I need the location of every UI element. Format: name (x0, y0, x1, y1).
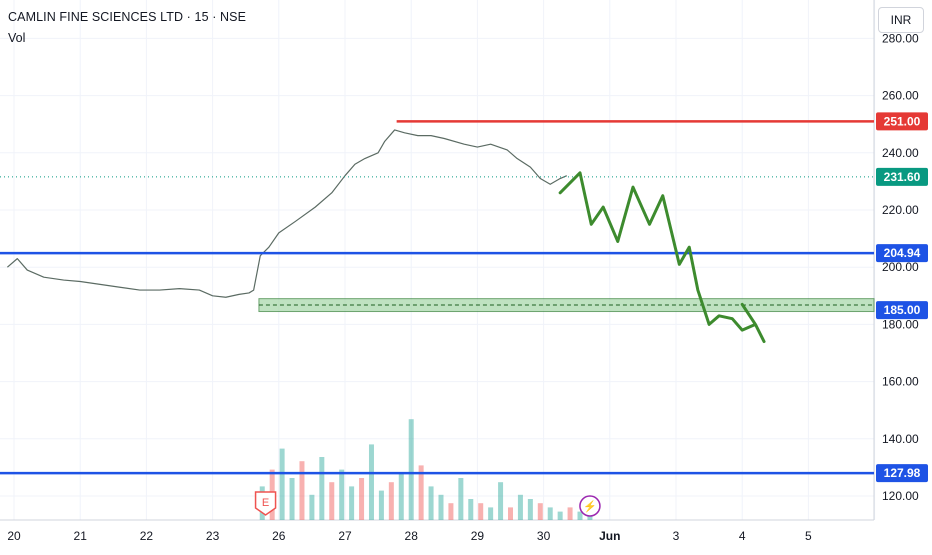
volume-bar (279, 448, 285, 520)
volume-bar (418, 465, 424, 520)
zone-price-label: 185.00 (884, 303, 921, 317)
x-tick-label: 26 (272, 529, 286, 543)
x-tick-label: 29 (471, 529, 485, 543)
x-tick-label: 28 (405, 529, 419, 543)
currency-button[interactable]: INR (878, 7, 924, 33)
projection-arrow (558, 171, 766, 344)
volume-bar (547, 507, 553, 520)
y-tick-label: 120.00 (882, 489, 919, 503)
lower-price-tag (876, 464, 928, 483)
volume-bar (517, 494, 523, 520)
x-tick-label: 20 (7, 529, 21, 543)
volume-bar (557, 511, 563, 520)
volume-bar (398, 473, 404, 520)
dividend-marker-label: ⚡ (583, 500, 597, 513)
volume-bar (349, 486, 355, 520)
current-price-tag (876, 167, 928, 186)
y-tick-label: 180.00 (882, 317, 919, 331)
volume-bar (319, 457, 325, 520)
volume-bar (478, 503, 484, 520)
volume-bar (309, 494, 315, 520)
x-tick-label: 5 (805, 529, 812, 543)
dividend-marker (579, 495, 601, 517)
y-tick-label: 140.00 (882, 432, 919, 446)
y-tick-label: 160.00 (882, 375, 919, 389)
volume-label: Vol (8, 31, 26, 45)
x-tick-label: 4 (739, 529, 746, 543)
x-tick-label: 30 (537, 529, 551, 543)
volume-bar (368, 444, 374, 520)
volume-bar (498, 482, 504, 520)
x-tick-label: 22 (140, 529, 154, 543)
volume-bar (289, 478, 295, 520)
volume-bar (299, 461, 305, 520)
zone-price-tag (876, 301, 928, 320)
earnings-marker-label: E (262, 497, 269, 509)
x-tick-label: 3 (673, 529, 680, 543)
earnings-marker (254, 491, 277, 516)
y-tick-label: 200.00 (882, 260, 919, 274)
volume-bar (537, 503, 543, 520)
x-tick-label: Jun (599, 529, 620, 543)
resistance-price-label: 251.00 (884, 114, 921, 128)
price-series-line (6, 129, 568, 298)
volume-bar (329, 482, 335, 520)
symbol-title: CAMLIN FINE SCIENCES LTD · 15 · NSE (8, 10, 247, 24)
volume-bar (508, 507, 513, 520)
volume-bar (359, 478, 365, 520)
volume-bar (488, 507, 494, 520)
volume-bar (339, 469, 345, 520)
current-price-label: 231.60 (884, 170, 921, 184)
resistance-price-tag (876, 112, 928, 131)
x-tick-label: 27 (338, 529, 352, 543)
y-tick-label: 260.00 (882, 89, 919, 103)
volume-bar (378, 490, 384, 520)
lower-price-label: 127.98 (884, 466, 921, 480)
volume-bar (428, 486, 434, 520)
volume-bar (448, 503, 454, 520)
y-tick-label: 240.00 (882, 146, 919, 160)
volume-bar (458, 478, 464, 520)
volume-bar (468, 499, 474, 520)
y-tick-label: 280.00 (882, 31, 919, 45)
volume-bar (567, 507, 573, 520)
support-price-tag (876, 244, 928, 263)
volume-bar (577, 511, 583, 520)
x-tick-label: 21 (74, 529, 88, 543)
support-price-label: 204.94 (884, 246, 921, 260)
volume-bar (388, 482, 394, 520)
y-tick-label: 220.00 (882, 203, 919, 217)
x-tick-label: 23 (206, 529, 220, 543)
volume-bar (408, 419, 414, 520)
volume-bar (527, 499, 533, 520)
volume-bar (438, 494, 444, 520)
